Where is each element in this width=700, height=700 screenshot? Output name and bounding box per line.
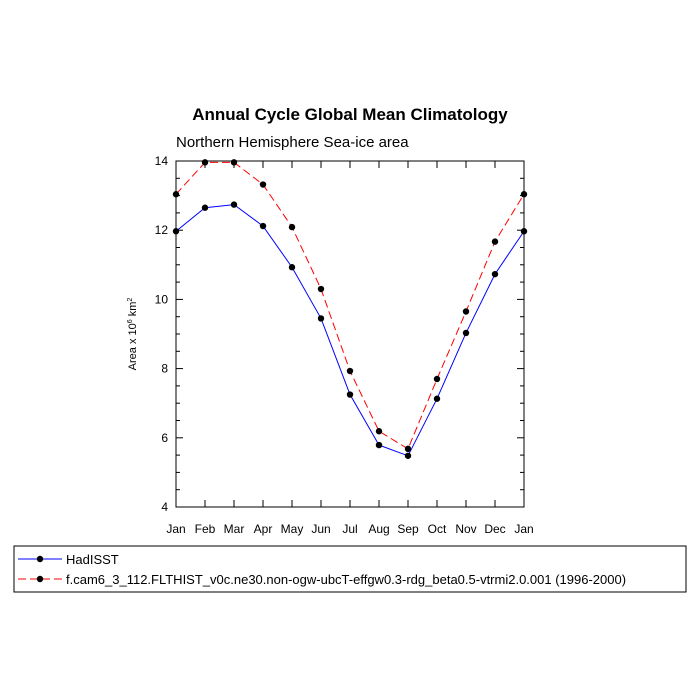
plot-area: 4 6 8 10 12 14 Jan Feb Mar Apr May Jun Jul Aug Sep Oct N…: [155, 154, 534, 536]
data-point: [433, 375, 441, 383]
legend-label: HadISST: [66, 552, 119, 567]
y-tick-label: 8: [161, 362, 168, 376]
data-point: [259, 181, 267, 188]
data-point: [433, 395, 441, 402]
chart-subtitle: Northern Hemisphere Sea-ice area: [176, 134, 409, 151]
legend-box: [13, 545, 687, 593]
data-point: [172, 228, 180, 235]
data-point: [520, 191, 528, 198]
x-tick-label: Dec: [484, 522, 505, 536]
series-layer: [172, 159, 528, 459]
data-point: [346, 367, 354, 375]
data-point: [491, 270, 499, 278]
x-tick-label: Mar: [224, 522, 245, 536]
x-tick-label: Aug: [368, 522, 389, 536]
x-tick-label: Feb: [195, 522, 216, 536]
legend-marker: [36, 575, 44, 583]
x-tick-label: May: [281, 522, 304, 536]
data-point: [404, 452, 412, 459]
x-tick-label: Jan: [514, 522, 533, 536]
legend-marker: [36, 555, 44, 563]
x-tick-label: Nov: [455, 522, 476, 536]
y-tick-label: 14: [155, 154, 169, 168]
data-point: [462, 329, 470, 337]
y-tick-label: 12: [155, 223, 169, 237]
data-point: [288, 264, 296, 271]
data-point: [230, 201, 238, 208]
data-point: [404, 445, 412, 453]
series-1: [172, 201, 528, 459]
x-tick-label: Sep: [397, 522, 419, 536]
data-point: [520, 228, 528, 235]
data-point: [317, 315, 325, 322]
y-tick-label: 6: [161, 431, 168, 445]
y-tick-label: 4: [161, 500, 168, 514]
x-tick-label: Apr: [254, 522, 273, 536]
data-point: [375, 428, 383, 435]
legend-label: f.cam6_3_112.FLTHIST_v0c.ne30.non-ogw-ub…: [66, 572, 626, 587]
data-point: [201, 159, 209, 166]
x-tick-label: Oct: [428, 522, 447, 536]
data-point: [491, 238, 499, 245]
legend: HadISST f.cam6_3_112.FLTHIST_v0c.ne30.non…: [13, 545, 687, 593]
y-axis-label: Area x 106 km2: [127, 298, 139, 371]
x-tick-label: Jan: [166, 522, 185, 536]
plot-frame: [175, 160, 525, 508]
data-point: [172, 191, 180, 198]
series-2: [172, 159, 528, 453]
legend-item-1: HadISST: [18, 552, 119, 567]
x-tick-label: Jun: [311, 522, 330, 536]
data-point: [346, 391, 354, 398]
legend-item-2: f.cam6_3_112.FLTHIST_v0c.ne30.non-ogw-ub…: [18, 572, 626, 587]
x-tick-label: Jul: [342, 522, 357, 536]
series-line: [175, 204, 525, 457]
data-point: [201, 204, 209, 211]
data-point: [462, 308, 470, 315]
data-point: [259, 222, 267, 230]
chart-title: Annual Cycle Global Mean Climatology: [192, 105, 508, 124]
y-tick-label: 10: [155, 292, 169, 306]
data-point: [230, 159, 238, 166]
data-point: [375, 441, 383, 449]
data-point: [317, 285, 325, 293]
data-point: [288, 223, 296, 231]
